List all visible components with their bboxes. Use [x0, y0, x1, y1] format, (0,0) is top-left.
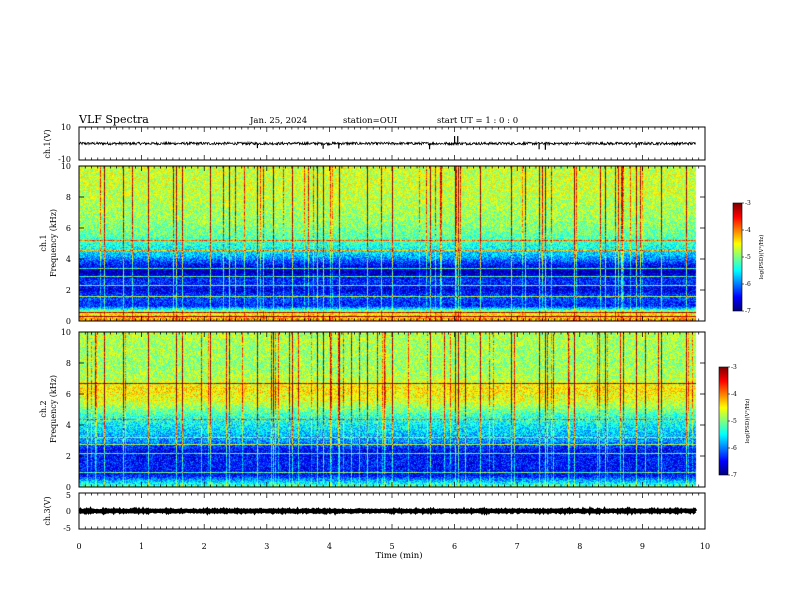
- ch2-colorbar: -3 -4 -5 -6 -7 log(PSD)(V²/Hz): [718, 364, 751, 479]
- ch1-spectrogram-panel: ch.1 Frequency (kHz) 0 2 4 6 8 10: [39, 162, 706, 326]
- ch2-colorbar-ticks: -3 -4 -5 -6 -7: [728, 364, 737, 479]
- y-tick-label: 6: [66, 390, 71, 399]
- x-tick-label: 9: [640, 542, 645, 551]
- y-tick-label: 10: [61, 162, 71, 171]
- ch2-spec-yticks: 0 2 4 6 8 10: [61, 328, 705, 492]
- y-tick-label: 8: [66, 193, 71, 202]
- x-tick-label: 8: [577, 542, 582, 551]
- ch3-ytick-top: 5: [66, 491, 71, 500]
- y-tick-label: 2: [66, 452, 71, 461]
- ch3-waveform-ylabel: ch.3(V): [43, 496, 52, 525]
- y-tick-label: 4: [66, 255, 71, 264]
- colorbar-tick-label: -6: [745, 281, 751, 288]
- x-tick-label: 10: [700, 542, 710, 551]
- ch1-waveform-ylabel: ch.1(V): [43, 129, 52, 158]
- figure-title: VLF Spectra: [78, 113, 149, 126]
- ch1-colorbar-ticks: -3 -4 -5 -6 -7: [742, 200, 751, 315]
- x-tick-label: 6: [452, 542, 457, 551]
- colorbar-tick-label: -4: [731, 391, 737, 398]
- waveform-line: [78, 140, 696, 147]
- date-label: Jan. 25, 2024: [249, 116, 307, 126]
- time-axis-ticks: [78, 127, 706, 529]
- ch1-spec-ylabel-channel: ch.1: [39, 234, 48, 251]
- ch1-colorbar-gradient: [733, 203, 742, 311]
- x-tick-label: 5: [389, 542, 394, 551]
- ch2-colorbar-gradient: [719, 367, 728, 475]
- colorbar-tick-label: -3: [731, 364, 737, 371]
- ch3-ytick-middle: 0: [66, 507, 71, 516]
- colorbar-tick-label: -7: [745, 308, 751, 315]
- y-tick-label: 2: [66, 286, 71, 295]
- y-tick-label: 0: [66, 483, 71, 492]
- ch1-ytick-bottom: -10: [58, 155, 71, 164]
- y-tick-label: 4: [66, 421, 71, 430]
- ch1-colorbar: -3 -4 -5 -6 -7 log(PSD)(V²/Hz): [732, 200, 765, 315]
- colorbar-tick-label: -4: [745, 227, 751, 234]
- colorbar-tick-label: -5: [731, 418, 737, 425]
- ch1-ytick-top: 10: [61, 123, 71, 132]
- ch1-waveform-panel: ch.1(V) 10 -10: [43, 123, 706, 164]
- ch3-waveform-trace: [78, 506, 698, 516]
- time-axis-tick-labels: 0 1 2 3 4 5 6 7 8 9 10: [76, 542, 710, 551]
- ch1-colorbar-label: log(PSD)(V²/Hz): [758, 235, 765, 280]
- ch1-spectrogram-image: [79, 166, 705, 321]
- x-tick-label: 2: [202, 542, 207, 551]
- ch2-spec-ylabel-frequency: Frequency (kHz): [49, 375, 58, 443]
- ch1-waveform-trace: [78, 136, 696, 150]
- ch2-spec-ylabel-channel: ch.2: [39, 400, 48, 417]
- y-tick-label: 0: [66, 317, 71, 326]
- y-tick-label: 6: [66, 224, 71, 233]
- time-axis-label: Time (min): [375, 550, 422, 561]
- ch2-colorbar-label: log(PSD)(V²/Hz): [744, 399, 751, 444]
- ch2-spectrogram-image: [79, 332, 705, 487]
- y-tick-label: 8: [66, 359, 71, 368]
- colorbar-tick-label: -7: [731, 472, 737, 479]
- x-tick-label: 0: [76, 542, 81, 551]
- ch2-spectrogram-panel: ch.2 Frequency (kHz) 0 2 4 6 8 10: [39, 328, 706, 492]
- station-label: station=OUI: [343, 116, 397, 126]
- colorbar-tick-label: -6: [731, 445, 737, 452]
- start-time-label: start UT = 1 : 0 : 0: [437, 116, 518, 126]
- ch3-ytick-bottom: -5: [63, 524, 71, 533]
- y-tick-label: 10: [61, 328, 71, 337]
- x-tick-label: 1: [139, 542, 144, 551]
- colorbar-tick-label: -3: [745, 200, 751, 207]
- colorbar-tick-label: -5: [745, 254, 751, 261]
- x-tick-label: 7: [515, 542, 520, 551]
- waveform-line: [78, 506, 698, 516]
- x-tick-label: 4: [327, 542, 332, 551]
- ch1-spec-yticks: 0 2 4 6 8 10: [61, 162, 705, 326]
- ch1-spec-ylabel-frequency: Frequency (kHz): [49, 209, 58, 277]
- ch3-waveform-panel: ch.3(V) 5 0 -5: [43, 491, 706, 533]
- x-tick-label: 3: [264, 542, 269, 551]
